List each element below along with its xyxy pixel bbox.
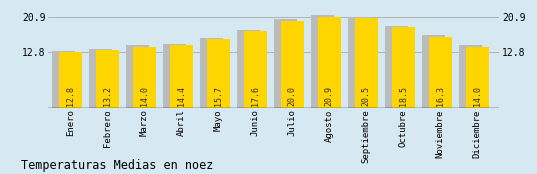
Bar <box>237 30 260 108</box>
Bar <box>244 31 267 108</box>
Bar <box>163 44 186 108</box>
Text: 20.9: 20.9 <box>325 86 334 106</box>
Bar <box>429 37 452 108</box>
Text: 12.8: 12.8 <box>66 86 75 106</box>
Bar <box>318 17 341 108</box>
Text: 20.5: 20.5 <box>362 86 371 106</box>
Bar <box>422 35 445 108</box>
Text: 14.4: 14.4 <box>177 86 186 106</box>
Text: 20.0: 20.0 <box>288 86 297 106</box>
Text: 16.3: 16.3 <box>436 86 445 106</box>
Text: 17.6: 17.6 <box>251 86 260 106</box>
Bar <box>89 49 112 108</box>
Text: 18.5: 18.5 <box>399 86 408 106</box>
Text: 14.0: 14.0 <box>473 86 482 106</box>
Bar <box>96 50 119 108</box>
Bar <box>466 47 489 108</box>
Bar <box>207 39 230 108</box>
Bar <box>133 47 156 108</box>
Bar <box>126 45 149 108</box>
Bar <box>385 26 408 108</box>
Bar <box>311 15 334 108</box>
Text: Temperaturas Medias en noez: Temperaturas Medias en noez <box>21 159 214 172</box>
Bar <box>274 19 297 108</box>
Text: 14.0: 14.0 <box>140 86 149 106</box>
Bar <box>459 45 482 108</box>
Bar <box>53 51 75 108</box>
Bar <box>59 52 82 108</box>
Bar <box>348 17 371 108</box>
Bar <box>281 21 304 108</box>
Bar <box>392 27 415 108</box>
Bar <box>200 38 223 108</box>
Text: 15.7: 15.7 <box>214 86 223 106</box>
Text: 13.2: 13.2 <box>103 86 112 106</box>
Bar <box>355 18 378 108</box>
Bar <box>170 45 193 108</box>
